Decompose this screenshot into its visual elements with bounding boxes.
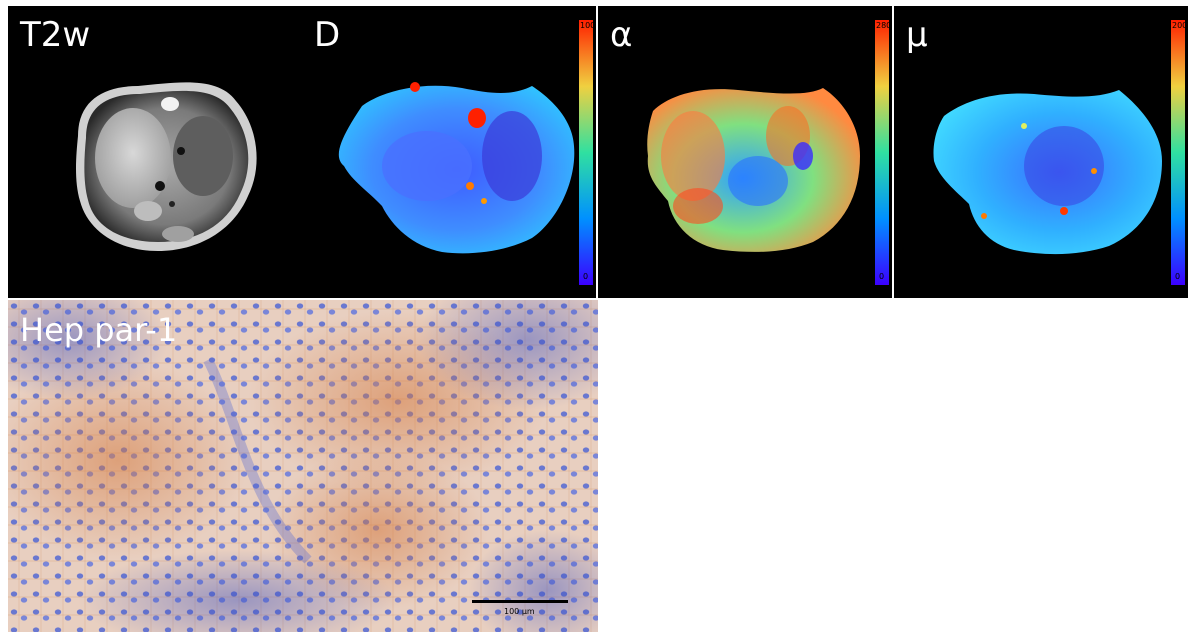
panel-label-t2w: T2w — [20, 15, 91, 55]
panel-label-d: D — [314, 15, 341, 55]
t2w-panel: T2w — [8, 6, 302, 298]
mu-colorbar — [1171, 20, 1185, 285]
panel-label-hep-par-1: Hep par-1 — [20, 311, 178, 349]
mu-map-panel: μ 200 0 — [894, 6, 1188, 298]
alpha-colorbar — [875, 20, 889, 285]
mu-map-image — [933, 20, 1185, 285]
t2w-mri-image — [76, 82, 257, 251]
mu-colorbar-min-label: 0 — [1175, 272, 1181, 281]
alpha-map-image — [647, 20, 889, 285]
scale-bar-label: 100 μm — [504, 607, 535, 616]
hep-par-1-histology-image — [8, 300, 598, 632]
d-map-panel: D 100 0 — [302, 6, 596, 298]
mu-colorbar-max-label: 200 — [1172, 21, 1188, 30]
alpha-colorbar-min-label: 0 — [879, 272, 885, 281]
panel-label-mu: μ — [906, 15, 928, 55]
panel-label-alpha: α — [610, 15, 633, 55]
d-map-image — [338, 20, 593, 285]
d-colorbar-max-label: 100 — [580, 21, 596, 30]
scale-bar — [472, 600, 568, 603]
d-colorbar-min-label: 0 — [583, 272, 589, 281]
d-colorbar — [579, 20, 593, 285]
alpha-map-panel: α 280 0 — [598, 6, 892, 298]
hep-par-1-panel: Hep par-1 100 μm — [8, 300, 598, 632]
alpha-colorbar-max-label: 280 — [876, 21, 892, 30]
